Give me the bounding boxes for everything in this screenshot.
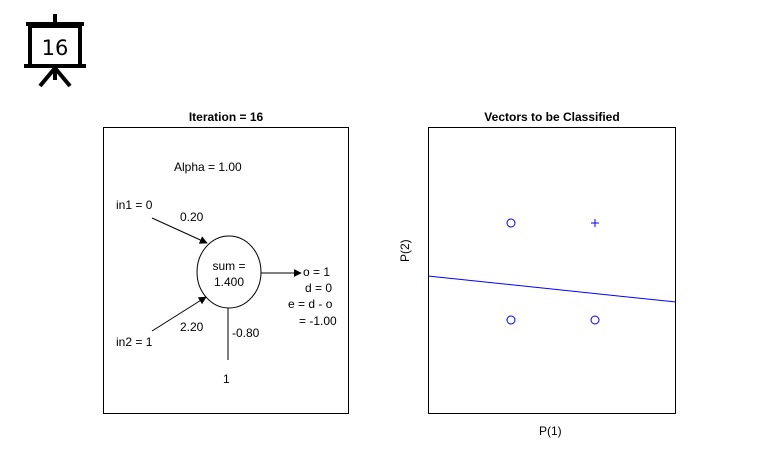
decision-boundary-line <box>429 275 675 303</box>
output-o-label: o = 1 <box>303 265 331 279</box>
input1-label: in1 = 0 <box>116 198 153 212</box>
bias-weight-label: -0.80 <box>232 326 260 340</box>
perceptron-diagram-panel: Alpha = 1.00 in1 = 0 0.20 sum = 1.400 o … <box>103 127 349 414</box>
slide-number: 16 <box>41 36 69 60</box>
presentation-board-icon: 16 <box>20 14 90 88</box>
error-value-label: = -1.00 <box>299 314 337 328</box>
input1-edge <box>151 217 208 244</box>
sum-node <box>196 235 262 309</box>
sum-label: sum = <box>212 259 246 273</box>
bias-input-label: 1 <box>223 372 230 386</box>
data-point-plus <box>591 219 599 227</box>
input2-edge <box>151 296 207 332</box>
y-axis-label: P(2) <box>398 239 412 262</box>
data-point-circle <box>506 218 516 228</box>
diagram-title: Iteration = 16 <box>188 110 264 124</box>
alpha-label: Alpha = 1.00 <box>174 160 242 174</box>
sum-value: 1.400 <box>213 275 245 289</box>
scatter-plot-graphic <box>429 218 675 325</box>
chart-title: Vectors to be Classified <box>484 110 620 124</box>
target-d-label: d = 0 <box>305 281 333 295</box>
input2-label: in2 = 1 <box>116 335 153 349</box>
weight1-label: 0.20 <box>180 210 204 224</box>
weight2-label: 2.20 <box>180 320 204 334</box>
data-point-circle <box>590 315 600 325</box>
scatter-plot-panel <box>428 127 676 414</box>
data-point-circle <box>506 315 516 325</box>
x-axis-label: P(1) <box>539 424 562 438</box>
error-formula-label: e = d - o <box>288 297 333 311</box>
perceptron-diagram-graphic <box>151 217 302 360</box>
presentation-board-graphic <box>24 14 86 88</box>
